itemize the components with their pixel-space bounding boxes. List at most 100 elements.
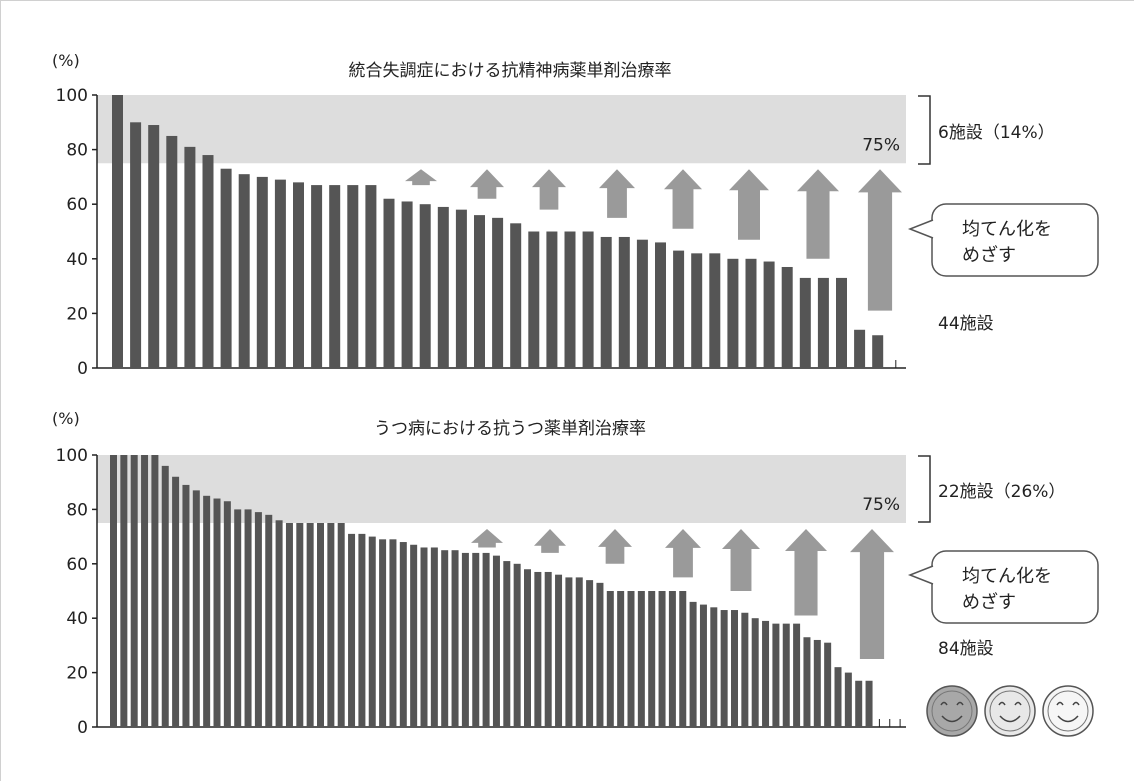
y-tick-label: 20 (66, 304, 88, 324)
y-tick-label: 80 (66, 141, 88, 161)
data-bar (492, 217, 504, 368)
data-bar (655, 242, 666, 368)
data-bar (410, 544, 418, 727)
data-bar (213, 498, 221, 727)
data-bar (834, 667, 842, 727)
target-arrow (858, 169, 902, 311)
smiley-face-icon (984, 685, 1036, 737)
y-tick-label: 40 (66, 250, 88, 270)
data-bar (710, 607, 718, 727)
data-bar (546, 231, 558, 368)
callout-text-line2: めざす (962, 591, 1016, 613)
y-tick-label: 60 (66, 555, 88, 575)
data-bar (565, 577, 573, 727)
target-arrow (722, 529, 760, 591)
smiley-eye-right (1014, 701, 1022, 706)
smiley-mouth (941, 715, 963, 723)
data-bar (617, 591, 625, 727)
data-bar (668, 591, 676, 727)
data-bar (296, 523, 304, 727)
data-bar (383, 198, 395, 368)
data-bar (306, 523, 314, 727)
data-bar (673, 250, 685, 368)
data-bar (720, 610, 728, 727)
data-bar (275, 520, 283, 727)
y-axis-unit: (%) (52, 409, 80, 428)
callout-pointer (907, 565, 934, 585)
data-bar (813, 639, 821, 727)
smiley-mouth (999, 715, 1021, 723)
data-bar (689, 601, 697, 727)
target-arrow (797, 169, 839, 259)
data-bar (564, 231, 576, 368)
data-bar (379, 539, 387, 727)
data-bar (329, 185, 341, 368)
target-arrow (470, 169, 504, 199)
data-bar (172, 476, 180, 727)
data-bar (637, 591, 645, 727)
data-bar (799, 277, 811, 368)
y-tick-label: 100 (56, 446, 88, 466)
data-bar (311, 185, 323, 368)
chart-title: 統合失調症における抗精神病薬単剤治療率 (349, 61, 672, 81)
target-arrow (598, 529, 632, 564)
target-arrow (532, 169, 566, 210)
callout-text-line2: めざす (962, 244, 1016, 266)
smiley-inner-ring (931, 690, 973, 732)
data-bar (745, 258, 757, 368)
data-bar (110, 455, 117, 727)
y-tick-label: 0 (77, 359, 88, 379)
smiley-eye-right (1072, 701, 1080, 706)
data-bar (337, 523, 345, 727)
smiley-eye-left (940, 701, 948, 706)
threshold-band (97, 95, 906, 164)
data-bar (793, 623, 801, 727)
data-bar (317, 523, 324, 727)
target-arrow (850, 529, 894, 659)
data-bar (265, 514, 273, 727)
chart-depression: 0 20 40 60 80 100 (%) うつ病における抗うつ薬単剤治療率 75% 22施設（2… (52, 409, 1099, 738)
data-bar (751, 618, 759, 727)
smiley-inner-ring (1047, 690, 1089, 732)
y-tick-label: 100 (56, 86, 88, 106)
data-bar (327, 523, 335, 727)
data-bar (130, 455, 138, 727)
data-bar (836, 277, 847, 368)
target-arrow (534, 529, 566, 553)
data-bar (709, 253, 721, 368)
y-tick-label: 80 (66, 500, 88, 520)
data-bar (679, 591, 687, 727)
threshold-label: 75% (862, 135, 900, 155)
data-bar (285, 523, 293, 727)
data-bar (762, 620, 770, 727)
data-bar (474, 215, 485, 368)
smiley-mouth (1057, 715, 1079, 723)
callout-bubble (931, 550, 1099, 624)
data-bar (596, 582, 604, 727)
data-bar (772, 623, 780, 727)
data-bar (741, 612, 749, 727)
y-tick-label: 40 (66, 609, 88, 629)
data-bar (256, 176, 268, 368)
band-label: 22施設（26%） (938, 482, 1065, 502)
data-bar (166, 135, 178, 368)
target-arrow (599, 169, 635, 218)
callout-bubble (931, 203, 1099, 277)
smiley-inner-ring (989, 690, 1031, 732)
data-bar (192, 490, 200, 727)
data-bar (151, 455, 159, 727)
data-bar (627, 591, 635, 727)
smiley-eye-left (998, 701, 1006, 706)
smiley-eye-left (1056, 701, 1064, 706)
data-bar (872, 335, 884, 368)
data-bar (182, 484, 190, 727)
chart-title: うつ病における抗うつ薬単剤治療率 (374, 419, 646, 439)
data-bar (120, 455, 128, 727)
data-bar (691, 253, 703, 368)
callout-text-line1: 均てん化を (962, 219, 1052, 240)
data-bar (482, 552, 490, 727)
data-bar (220, 168, 232, 368)
data-bar (618, 236, 630, 368)
target-arrow (664, 169, 702, 229)
